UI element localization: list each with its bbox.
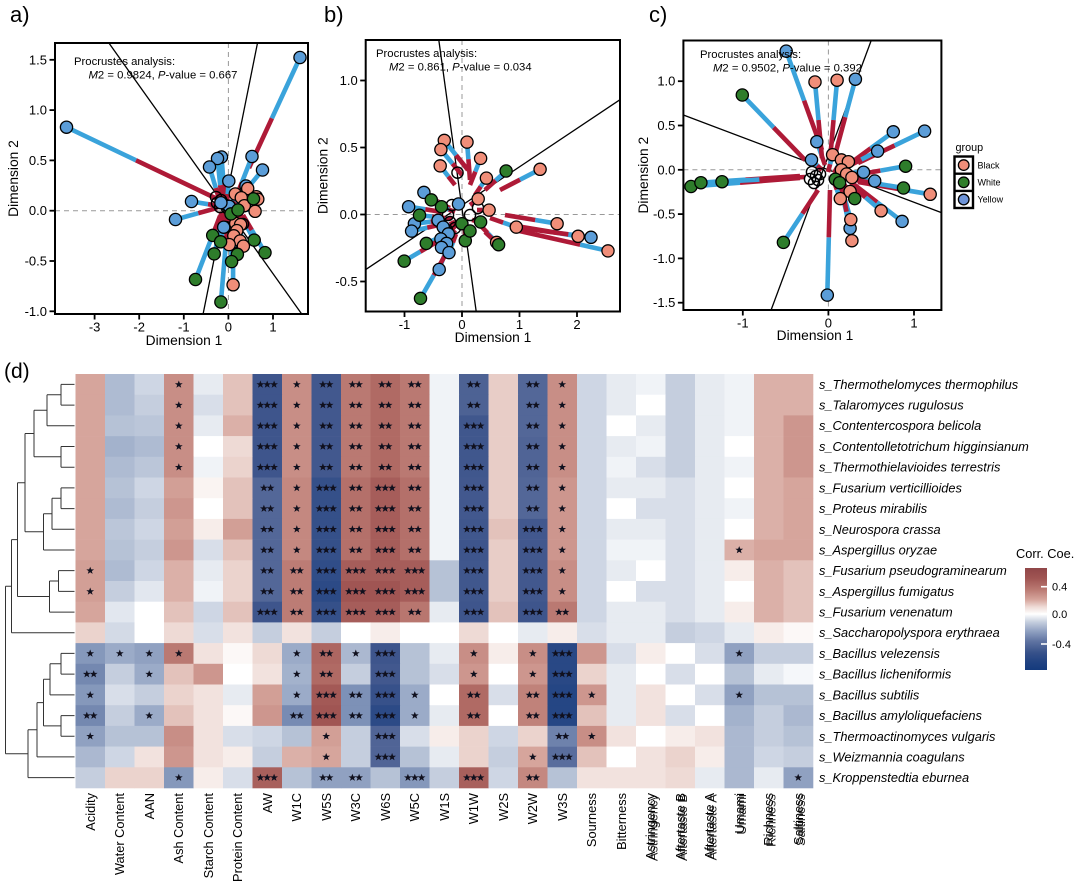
svg-text:AAN: AAN	[142, 793, 157, 819]
svg-text:s_Weizmannia coagulans: s_Weizmannia coagulans	[819, 749, 965, 764]
svg-text:a): a)	[10, 2, 30, 27]
svg-text:1: 1	[910, 316, 917, 331]
svg-text:1.0: 1.0	[340, 73, 358, 88]
svg-text:M2 = 0.9824, P-value = 0.667: M2 = 0.9824, P-value = 0.667	[89, 70, 238, 82]
svg-text:-0.5: -0.5	[335, 274, 357, 289]
svg-text:0.0: 0.0	[657, 162, 675, 177]
svg-text:AW: AW	[260, 792, 275, 813]
svg-text:0.5: 0.5	[340, 140, 358, 155]
svg-text:Starch Content: Starch Content	[201, 793, 216, 879]
svg-text:s_Thermothelomyces thermophilu: s_Thermothelomyces thermophilus	[819, 377, 1019, 392]
svg-text:(d): (d)	[4, 360, 30, 383]
svg-text:-0.4: -0.4	[1052, 639, 1071, 651]
svg-text:Dimension 1: Dimension 1	[777, 328, 854, 343]
svg-text:s_Talaromyces rugulosus: s_Talaromyces rugulosus	[819, 398, 964, 413]
svg-text:Ash Content: Ash Content	[171, 793, 186, 864]
svg-text:Umami: Umami	[734, 794, 749, 835]
svg-text:W3S: W3S	[555, 793, 570, 821]
svg-text:s_Thermothielavioides terrestr: s_Thermothielavioides terrestris	[819, 460, 1001, 475]
svg-text:W1W: W1W	[466, 792, 481, 824]
svg-text:0.0: 0.0	[340, 207, 358, 222]
svg-text:s_Saccharopolyspora erythraea: s_Saccharopolyspora erythraea	[819, 625, 1000, 640]
svg-text:Aftertaste B: Aftertaste B	[675, 794, 690, 861]
svg-text:1.5: 1.5	[29, 52, 47, 67]
svg-text:s_Bacillus velezensis: s_Bacillus velezensis	[819, 646, 941, 661]
svg-text:Richness: Richness	[764, 794, 779, 847]
svg-text:0.4: 0.4	[1052, 582, 1067, 594]
svg-text:-2: -2	[133, 320, 145, 335]
svg-text:1.0: 1.0	[657, 74, 675, 89]
svg-text:1.0: 1.0	[29, 103, 47, 118]
svg-text:Astringency: Astringency	[646, 794, 661, 861]
svg-text:Procrustes analysis:: Procrustes analysis:	[700, 49, 801, 61]
svg-text:group: group	[956, 142, 984, 154]
svg-text:s_Bacillus subtilis: s_Bacillus subtilis	[819, 687, 920, 702]
svg-text:Black: Black	[978, 160, 1001, 170]
svg-text:Dimension 2: Dimension 2	[636, 137, 651, 214]
svg-text:s_Contentercospora belicola: s_Contentercospora belicola	[819, 418, 981, 433]
svg-text:-1.0: -1.0	[653, 251, 675, 266]
svg-text:-1: -1	[399, 317, 411, 332]
svg-text:W3C: W3C	[348, 793, 363, 821]
svg-text:b): b)	[324, 2, 344, 27]
svg-text:Procrustes analysis:: Procrustes analysis:	[376, 48, 477, 60]
svg-text:c): c)	[649, 2, 667, 27]
svg-text:Procrustes analysis:: Procrustes analysis:	[74, 56, 175, 68]
svg-text:0.0: 0.0	[29, 203, 47, 218]
svg-text:Dimension 2: Dimension 2	[6, 140, 21, 217]
svg-text:s_Aspergillus fumigatus: s_Aspergillus fumigatus	[819, 584, 955, 599]
svg-text:Dimension 1: Dimension 1	[455, 330, 532, 345]
svg-text:-3: -3	[89, 320, 101, 335]
svg-text:Saltiness: Saltiness	[793, 794, 808, 846]
svg-text:White: White	[978, 178, 1001, 188]
svg-text:Dimension 1: Dimension 1	[146, 333, 223, 348]
svg-text:0.5: 0.5	[29, 153, 47, 168]
svg-text:-0.5: -0.5	[653, 207, 675, 222]
svg-text:s_Neurospora crassa: s_Neurospora crassa	[819, 522, 941, 537]
svg-text:Corr. Coe.: Corr. Coe.	[1016, 546, 1074, 561]
svg-text:s_Fusarium verticillioides: s_Fusarium verticillioides	[819, 480, 963, 495]
svg-text:s_Fusarium venenatum: s_Fusarium venenatum	[819, 605, 953, 620]
svg-text:-1.5: -1.5	[653, 295, 675, 310]
svg-text:Sourness: Sourness	[584, 793, 599, 847]
svg-text:M2 = 0.9502, P-value = 0.392: M2 = 0.9502, P-value = 0.392	[713, 63, 862, 75]
svg-text:0.0: 0.0	[1052, 609, 1067, 621]
svg-text:-1.0: -1.0	[25, 304, 47, 319]
svg-text:W2S: W2S	[496, 793, 511, 821]
svg-text:0: 0	[225, 320, 232, 335]
svg-text:2: 2	[573, 317, 580, 332]
svg-text:s_Kroppenstedtia eburnea: s_Kroppenstedtia eburnea	[819, 770, 969, 785]
svg-text:s_Contentolletotrichum higgins: s_Contentolletotrichum higginsianum	[819, 439, 1029, 454]
svg-text:s_Aspergillus oryzae: s_Aspergillus oryzae	[819, 543, 937, 558]
svg-text:-0.5: -0.5	[25, 254, 47, 269]
svg-text:W2W: W2W	[525, 792, 540, 824]
svg-text:Protein Content: Protein Content	[230, 793, 245, 882]
svg-text:W1C: W1C	[289, 793, 304, 821]
svg-text:Acidity: Acidity	[83, 792, 98, 830]
svg-text:W6S: W6S	[378, 793, 393, 821]
svg-text:Bitterness: Bitterness	[614, 793, 629, 850]
svg-text:-1: -1	[737, 316, 749, 331]
svg-text:s_Proteus mirabilis: s_Proteus mirabilis	[819, 501, 928, 516]
svg-text:s_Thermoactinomyces vulgaris: s_Thermoactinomyces vulgaris	[819, 729, 996, 744]
svg-text:s_Fusarium pseudograminearum: s_Fusarium pseudograminearum	[819, 563, 1007, 578]
svg-text:W1S: W1S	[437, 793, 452, 821]
svg-text:Dimension 2: Dimension 2	[316, 137, 331, 214]
svg-text:Water Content: Water Content	[112, 793, 127, 875]
svg-text:s_Bacillus licheniformis: s_Bacillus licheniformis	[819, 667, 952, 682]
svg-text:1: 1	[269, 320, 276, 335]
svg-text:W5S: W5S	[319, 793, 334, 821]
svg-text:Yellow: Yellow	[978, 195, 1004, 205]
svg-text:s_Bacillus amyloliquefaciens: s_Bacillus amyloliquefaciens	[819, 708, 982, 723]
svg-text:M2 = 0.861, P-value = 0.034: M2 = 0.861, P-value = 0.034	[389, 62, 532, 74]
svg-text:Aftertaste A: Aftertaste A	[705, 794, 720, 861]
svg-text:W5C: W5C	[407, 793, 422, 821]
svg-text:0.5: 0.5	[657, 118, 675, 133]
